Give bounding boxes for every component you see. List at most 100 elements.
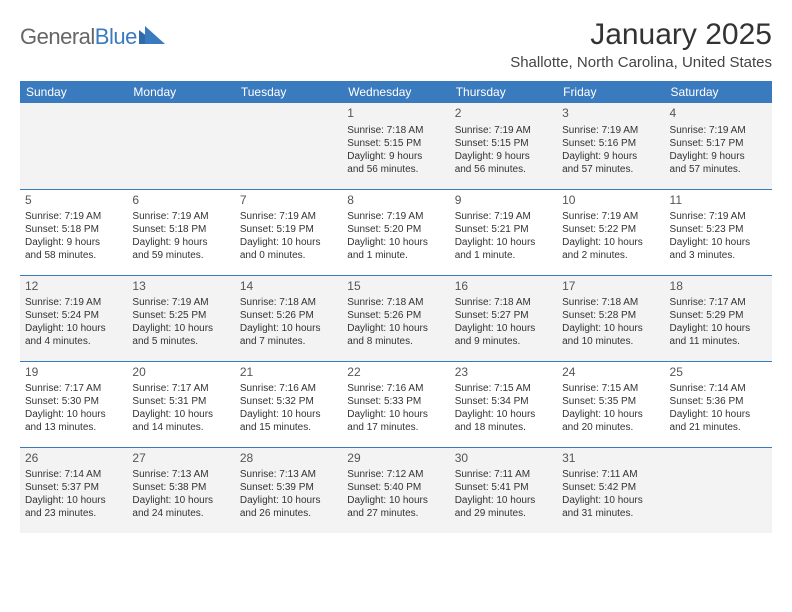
calendar-day-cell: 8Sunrise: 7:19 AMSunset: 5:20 PMDaylight…: [342, 189, 449, 275]
day-info-line: and 58 minutes.: [25, 249, 122, 262]
day-info-line: Sunset: 5:28 PM: [562, 309, 659, 322]
day-info-line: Sunset: 5:39 PM: [240, 481, 337, 494]
day-info-line: Daylight: 10 hours: [132, 408, 229, 421]
day-number: 8: [347, 193, 444, 209]
day-info-line: Daylight: 10 hours: [347, 408, 444, 421]
day-info-line: and 4 minutes.: [25, 335, 122, 348]
day-info-line: Sunrise: 7:13 AM: [240, 468, 337, 481]
calendar-day-cell: 28Sunrise: 7:13 AMSunset: 5:39 PMDayligh…: [235, 447, 342, 533]
day-info-line: and 0 minutes.: [240, 249, 337, 262]
day-info-line: Sunrise: 7:17 AM: [132, 382, 229, 395]
day-number: 2: [455, 106, 552, 122]
calendar-body: 1Sunrise: 7:18 AMSunset: 5:15 PMDaylight…: [20, 103, 772, 533]
weekday-header: Friday: [557, 81, 664, 103]
day-info-line: Sunrise: 7:19 AM: [562, 124, 659, 137]
day-number: 12: [25, 279, 122, 295]
day-info-line: and 1 minute.: [455, 249, 552, 262]
day-number: 1: [347, 106, 444, 122]
location: Shallotte, North Carolina, United States: [510, 54, 772, 71]
calendar-day-cell: 17Sunrise: 7:18 AMSunset: 5:28 PMDayligh…: [557, 275, 664, 361]
day-info-line: Daylight: 10 hours: [670, 408, 767, 421]
day-info-line: and 9 minutes.: [455, 335, 552, 348]
logo: GeneralBlue: [20, 24, 165, 50]
day-info-line: Daylight: 10 hours: [455, 322, 552, 335]
day-info-line: and 56 minutes.: [347, 163, 444, 176]
day-number: 9: [455, 193, 552, 209]
calendar-day-cell: 20Sunrise: 7:17 AMSunset: 5:31 PMDayligh…: [127, 361, 234, 447]
day-number: 10: [562, 193, 659, 209]
calendar-day-cell: 29Sunrise: 7:12 AMSunset: 5:40 PMDayligh…: [342, 447, 449, 533]
day-info-line: and 21 minutes.: [670, 421, 767, 434]
day-info-line: Sunset: 5:24 PM: [25, 309, 122, 322]
day-info-line: Daylight: 10 hours: [347, 494, 444, 507]
weekday-header: Tuesday: [235, 81, 342, 103]
day-number: 29: [347, 451, 444, 467]
day-info-line: Sunset: 5:15 PM: [347, 137, 444, 150]
day-info-line: and 11 minutes.: [670, 335, 767, 348]
logo-blue: Blue: [95, 24, 137, 49]
day-info-line: Daylight: 10 hours: [347, 236, 444, 249]
day-info-line: Daylight: 10 hours: [670, 322, 767, 335]
calendar-day-cell: 10Sunrise: 7:19 AMSunset: 5:22 PMDayligh…: [557, 189, 664, 275]
day-info-line: Sunrise: 7:19 AM: [25, 296, 122, 309]
day-info-line: Sunset: 5:23 PM: [670, 223, 767, 236]
calendar-day-cell: [235, 103, 342, 189]
day-info-line: Sunrise: 7:17 AM: [670, 296, 767, 309]
day-info-line: Daylight: 10 hours: [455, 236, 552, 249]
day-info-line: Daylight: 10 hours: [240, 494, 337, 507]
calendar-week-row: 5Sunrise: 7:19 AMSunset: 5:18 PMDaylight…: [20, 189, 772, 275]
day-number: 23: [455, 365, 552, 381]
day-number: 27: [132, 451, 229, 467]
day-number: 6: [132, 193, 229, 209]
calendar-day-cell: 27Sunrise: 7:13 AMSunset: 5:38 PMDayligh…: [127, 447, 234, 533]
day-info-line: Sunset: 5:15 PM: [455, 137, 552, 150]
calendar-day-cell: 12Sunrise: 7:19 AMSunset: 5:24 PMDayligh…: [20, 275, 127, 361]
weekday-header: Saturday: [665, 81, 772, 103]
title-area: January 2025 Shallotte, North Carolina, …: [510, 18, 772, 71]
day-info-line: Sunrise: 7:11 AM: [455, 468, 552, 481]
day-info-line: and 14 minutes.: [132, 421, 229, 434]
logo-triangle-icon: [139, 26, 165, 49]
calendar-week-row: 19Sunrise: 7:17 AMSunset: 5:30 PMDayligh…: [20, 361, 772, 447]
calendar-day-cell: 31Sunrise: 7:11 AMSunset: 5:42 PMDayligh…: [557, 447, 664, 533]
day-info-line: and 17 minutes.: [347, 421, 444, 434]
day-info-line: and 8 minutes.: [347, 335, 444, 348]
day-info-line: Sunset: 5:18 PM: [132, 223, 229, 236]
day-info-line: Sunset: 5:21 PM: [455, 223, 552, 236]
day-info-line: Sunset: 5:27 PM: [455, 309, 552, 322]
day-number: 7: [240, 193, 337, 209]
day-number: 3: [562, 106, 659, 122]
calendar-day-cell: 13Sunrise: 7:19 AMSunset: 5:25 PMDayligh…: [127, 275, 234, 361]
day-info-line: Sunrise: 7:14 AM: [25, 468, 122, 481]
day-info-line: Sunrise: 7:12 AM: [347, 468, 444, 481]
day-info-line: Sunrise: 7:19 AM: [670, 210, 767, 223]
day-info-line: Sunset: 5:16 PM: [562, 137, 659, 150]
calendar-day-cell: 16Sunrise: 7:18 AMSunset: 5:27 PMDayligh…: [450, 275, 557, 361]
day-info-line: Sunrise: 7:17 AM: [25, 382, 122, 395]
day-info-line: Sunset: 5:36 PM: [670, 395, 767, 408]
day-info-line: Sunrise: 7:19 AM: [240, 210, 337, 223]
day-info-line: Sunset: 5:41 PM: [455, 481, 552, 494]
day-info-line: Sunset: 5:29 PM: [670, 309, 767, 322]
day-info-line: Sunset: 5:20 PM: [347, 223, 444, 236]
calendar-day-cell: 6Sunrise: 7:19 AMSunset: 5:18 PMDaylight…: [127, 189, 234, 275]
day-info-line: Daylight: 10 hours: [25, 408, 122, 421]
day-info-line: Sunrise: 7:19 AM: [670, 124, 767, 137]
day-info-line: and 7 minutes.: [240, 335, 337, 348]
day-info-line: and 15 minutes.: [240, 421, 337, 434]
day-info-line: and 57 minutes.: [562, 163, 659, 176]
calendar-day-cell: 18Sunrise: 7:17 AMSunset: 5:29 PMDayligh…: [665, 275, 772, 361]
day-info-line: Daylight: 10 hours: [240, 322, 337, 335]
day-number: 24: [562, 365, 659, 381]
day-info-line: Daylight: 10 hours: [562, 236, 659, 249]
day-number: 14: [240, 279, 337, 295]
logo-text: GeneralBlue: [20, 24, 137, 50]
calendar-day-cell: 4Sunrise: 7:19 AMSunset: 5:17 PMDaylight…: [665, 103, 772, 189]
day-info-line: Daylight: 9 hours: [25, 236, 122, 249]
day-info-line: and 56 minutes.: [455, 163, 552, 176]
day-info-line: Daylight: 9 hours: [562, 150, 659, 163]
calendar-week-row: 1Sunrise: 7:18 AMSunset: 5:15 PMDaylight…: [20, 103, 772, 189]
day-info-line: Daylight: 10 hours: [562, 408, 659, 421]
day-info-line: and 1 minute.: [347, 249, 444, 262]
calendar-day-cell: 5Sunrise: 7:19 AMSunset: 5:18 PMDaylight…: [20, 189, 127, 275]
